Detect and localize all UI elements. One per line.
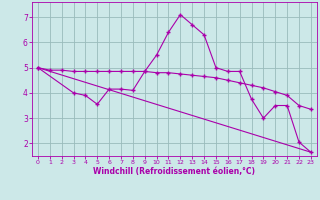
X-axis label: Windchill (Refroidissement éolien,°C): Windchill (Refroidissement éolien,°C) xyxy=(93,167,255,176)
